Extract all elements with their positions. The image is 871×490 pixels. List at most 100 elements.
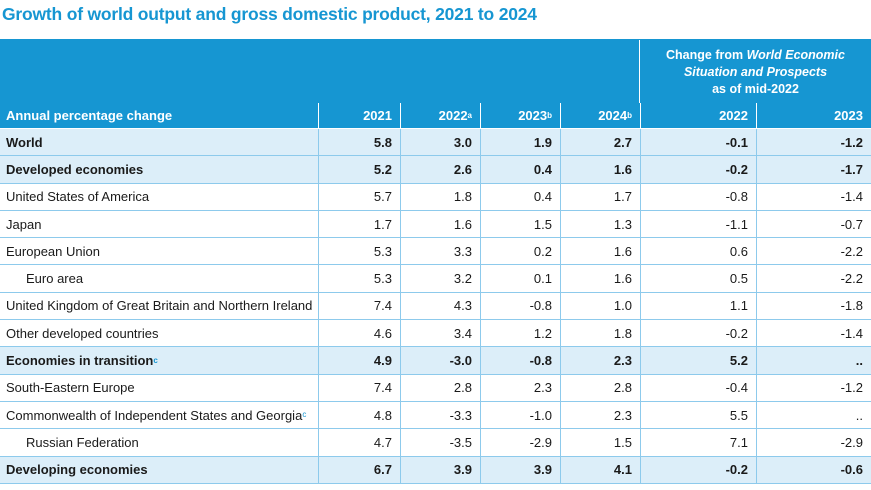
header-change-2023: 2023 (756, 103, 871, 128)
row-label-text: Commonwealth of Independent States and G… (6, 407, 303, 423)
table-row: European Union 5.3 3.3 0.2 1.6 0.6 -2.2 (0, 238, 871, 266)
cell-2022: -3.5 (400, 429, 480, 456)
cell-2022: 3.3 (400, 238, 480, 265)
cell-2021: 5.3 (318, 265, 400, 292)
table-row: Russian Federation 4.7 -3.5 -2.9 1.5 7.1… (0, 429, 871, 457)
cell-2021: 7.4 (318, 292, 400, 320)
cell-change-2022: -0.2 (640, 320, 756, 347)
row-label: Commonwealth of Independent States and G… (6, 407, 307, 423)
cell-change-2022: -0.4 (640, 374, 756, 401)
cell-2023: -1.0 (480, 401, 560, 429)
cell-2022: 2.8 (400, 374, 480, 401)
cell-2022: 3.9 (400, 456, 480, 483)
change-header-report-name-2: Situation and Prospects (683, 65, 828, 79)
cell-2022: 1.8 (400, 183, 480, 210)
cell-2024: 1.7 (560, 183, 640, 210)
cell-2024: 2.8 (560, 374, 640, 401)
cell-change-2022: 0.6 (640, 238, 756, 265)
table-top-band: Change from World Economic Situation and… (0, 39, 871, 103)
table-row: Euro area 5.3 3.2 0.1 1.6 0.5 -2.2 (0, 265, 871, 293)
cell-change-2022: 5.2 (640, 347, 756, 374)
cell-2021: 4.6 (318, 320, 400, 347)
table-row: Economies in transition c 4.9 -3.0 -0.8 2… (0, 347, 871, 375)
row-label-text: European Union (6, 243, 100, 259)
header-2022: 2022 a (400, 103, 480, 128)
cell-2024: 1.8 (560, 320, 640, 347)
row-label-text: World (6, 134, 43, 150)
row-label-text: United Kingdom of Great Britain and Nort… (6, 298, 313, 314)
change-header-report-name-1: World Economic (746, 48, 845, 62)
row-label: United States of America (0, 184, 149, 210)
row-label: Euro area (0, 265, 83, 291)
cell-2022: 3.0 (400, 129, 480, 156)
cell-2022: 1.6 (400, 210, 480, 238)
cell-change-2022: -0.1 (640, 129, 756, 156)
table-row: Other developed countries 4.6 3.4 1.2 1.… (0, 320, 871, 348)
table-row: Developing economies 6.7 3.9 3.9 4.1 -0.… (0, 456, 871, 484)
row-label: Japan (0, 211, 41, 237)
cell-2023: 1.2 (480, 320, 560, 347)
cell-change-2023: -2.9 (756, 429, 871, 456)
change-column-group-header: Change from World Economic Situation and… (640, 47, 871, 98)
header-2022-text: 2022 (438, 108, 468, 123)
change-header-prefix: Change from (666, 48, 747, 62)
cell-change-2023: -1.4 (756, 183, 871, 210)
header-2024: 2024 b (560, 103, 640, 128)
cell-change-2023: -0.7 (756, 210, 871, 238)
row-label: South-Eastern Europe (0, 375, 135, 401)
table-row: South-Eastern Europe 7.4 2.8 2.3 2.8 -0.… (0, 374, 871, 402)
cell-change-2023: -1.2 (756, 374, 871, 401)
table-row: Japan 1.7 1.6 1.5 1.3 -1.1 -0.7 (0, 210, 871, 239)
row-label-text: Euro area (26, 271, 84, 287)
cell-change-2023: .. (756, 401, 871, 429)
column-header-row: Annual percentage change 2021 2022 a 2023… (0, 103, 871, 129)
cell-2023: 1.5 (480, 210, 560, 238)
row-label: Developed economies (0, 156, 143, 182)
header-2021-text: 2021 (363, 108, 392, 123)
cell-2021: 7.4 (318, 374, 400, 401)
cell-2023: 0.4 (480, 183, 560, 210)
cell-2022: 3.2 (400, 265, 480, 292)
cell-change-2023: -1.4 (756, 320, 871, 347)
table-row: United Kingdom of Great Britain and Nort… (0, 292, 871, 321)
cell-2024: 4.1 (560, 456, 640, 483)
row-label: Russian Federation (0, 429, 139, 455)
cell-2022: 2.6 (400, 156, 480, 183)
cell-2021: 4.7 (318, 429, 400, 456)
row-label-text: Developed economies (6, 161, 144, 177)
cell-change-2023: -2.2 (756, 265, 871, 292)
cell-2021: 4.9 (318, 347, 400, 374)
row-label-text: Economies in transition (6, 353, 154, 369)
cell-2021: 5.8 (318, 129, 400, 156)
row-label: Developing economies (0, 457, 148, 483)
cell-change-2023: -2.2 (756, 238, 871, 265)
header-2023-text: 2023 (518, 108, 548, 123)
cell-2021: 5.2 (318, 156, 400, 183)
cell-2021: 5.7 (318, 183, 400, 210)
row-label: European Union (0, 238, 100, 264)
cell-2024: 1.3 (560, 210, 640, 238)
table-row: Developed economies 5.2 2.6 0.4 1.6 -0.2… (0, 156, 871, 184)
cell-change-2023: -0.6 (756, 456, 871, 483)
cell-2021: 1.7 (318, 210, 400, 238)
cell-change-2022: 0.5 (640, 265, 756, 292)
cell-2024: 1.6 (560, 265, 640, 292)
cell-2024: 1.6 (560, 238, 640, 265)
cell-2023: 0.4 (480, 156, 560, 183)
cell-change-2022: -0.2 (640, 156, 756, 183)
cell-2024: 1.6 (560, 156, 640, 183)
header-change-2023-text: 2023 (834, 108, 863, 123)
row-label: United Kingdom of Great Britain and Nort… (0, 293, 312, 319)
cell-change-2022: 1.1 (640, 292, 756, 320)
cell-2022: 4.3 (400, 292, 480, 320)
cell-change-2022: 5.5 (640, 401, 756, 429)
header-2021: 2021 (318, 103, 400, 128)
cell-2024: 2.3 (560, 401, 640, 429)
header-2023: 2023 b (480, 103, 560, 128)
row-label-text: Russian Federation (26, 434, 139, 450)
header-change-2022: 2022 (640, 103, 756, 128)
column-divider (639, 40, 640, 103)
row-label: Economies in transition c (6, 353, 158, 369)
cell-2022: -3.3 (400, 401, 480, 429)
row-label-text: Other developed countries (6, 325, 159, 341)
